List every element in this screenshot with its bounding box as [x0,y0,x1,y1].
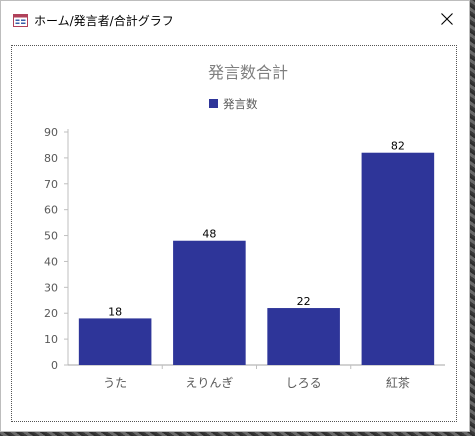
bar [173,241,246,365]
close-icon [441,10,453,29]
chart-title: 発言数合計 [208,63,288,82]
legend-swatch [209,99,218,108]
y-tick-label: 0 [51,359,58,372]
y-tick-label: 90 [44,126,58,139]
data-label: 82 [391,140,405,153]
y-tick-label: 60 [44,204,58,217]
x-tick-label: 紅茶 [386,375,410,390]
window-title: ホーム/発言者/合計グラフ [34,12,174,29]
x-tick-label: しろる [286,376,322,390]
bar [79,318,152,365]
close-button[interactable] [425,1,469,37]
y-tick-label: 40 [44,255,58,268]
y-tick-label: 70 [44,178,58,191]
legend-label: 発言数 [223,97,258,111]
y-tick-label: 80 [44,152,58,165]
y-tick-label: 50 [44,230,58,243]
data-label: 48 [202,228,216,241]
bar [267,308,340,365]
form-icon [13,12,28,25]
y-tick-label: 30 [44,281,58,294]
data-label: 22 [297,295,311,308]
y-tick-label: 20 [44,307,58,320]
bar [362,153,435,365]
data-label: 18 [108,305,122,318]
y-tick-label: 10 [44,333,58,346]
x-tick-label: うた [103,376,127,390]
title-bar[interactable]: ホーム/発言者/合計グラフ [1,1,469,39]
bar-chart: 発言数合計 発言数 0 10 20 30 40 50 60 70 80 90 18 うた 48 えりんぎ 2… [10,44,456,421]
x-tick-label: えりんぎ [185,376,233,390]
